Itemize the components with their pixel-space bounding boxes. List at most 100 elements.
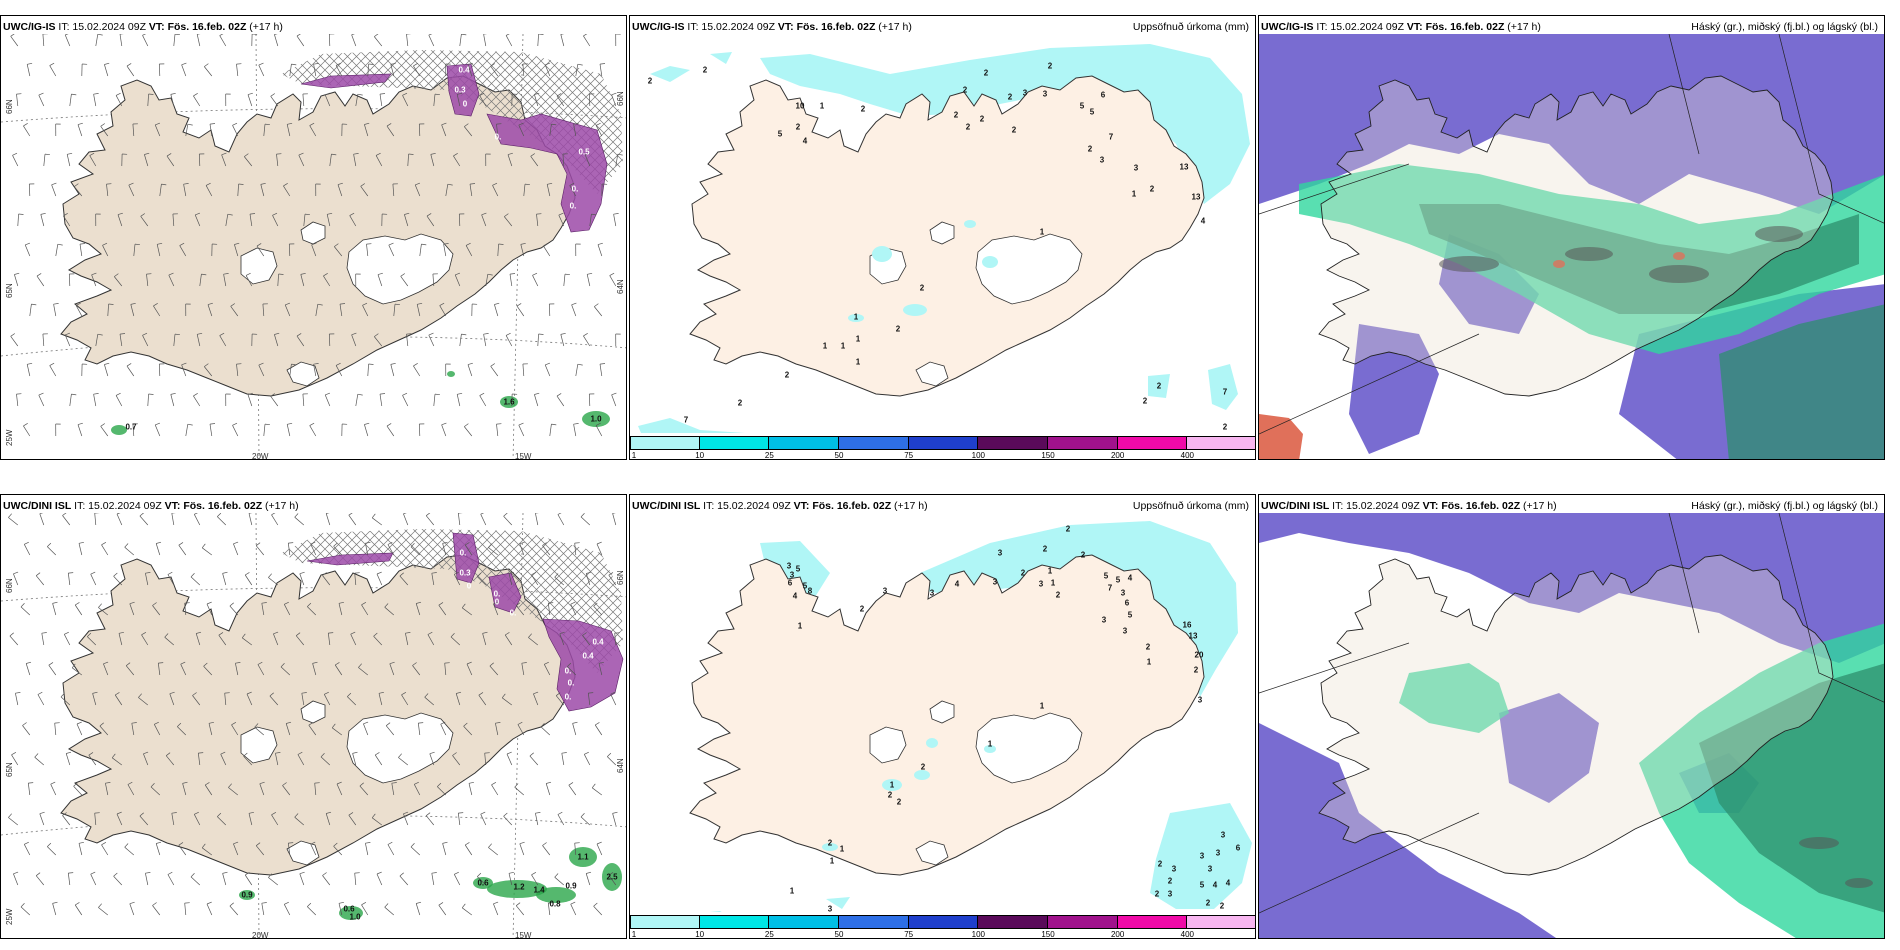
wind-barb [256, 243, 265, 257]
colorbar-swatch [908, 915, 979, 929]
wind-barb [139, 513, 149, 526]
wind-barb [23, 123, 31, 137]
map-value-label: 0.4 [582, 651, 594, 661]
wind-barb [74, 602, 83, 616]
wind-barb [52, 601, 58, 616]
wind-barb [547, 902, 554, 916]
map-value-label: 1 [829, 856, 835, 866]
wind-icing-map: 66N 65N 25W 66N 64N 20W 15W 0. 0.3 0 0. 0 0. 0… [1, 513, 626, 939]
precip-area [920, 521, 1238, 697]
wind-barb [536, 213, 542, 227]
panel-cloud-dini: UWC/DINI ISL IT: 15.02.2024 09Z VT: Fös.… [1258, 494, 1885, 939]
wind-barb [495, 722, 501, 736]
wind-barb [601, 183, 608, 197]
wind-barb [597, 242, 603, 257]
map-base [1, 513, 626, 938]
precip-area [822, 843, 838, 851]
map-value-label: 2 [979, 114, 985, 124]
map-value-label: 0 [462, 99, 468, 109]
init-time: IT: 15.02.2024 09Z [74, 500, 162, 512]
map-value-label: 13 [1188, 631, 1198, 641]
wind-barb [549, 123, 557, 137]
precip-area [1148, 374, 1170, 398]
wind-barb [184, 602, 190, 616]
panel-header: UWC/IG-IS IT: 15.02.2024 09Z VT: Fös. 16… [3, 21, 620, 33]
wind-barb [171, 812, 177, 826]
ice-cap [286, 361, 320, 387]
wind-barb [496, 123, 502, 137]
wind-barb [196, 332, 203, 347]
precip-colorbar: 1 10 25 50 75 100 150 200 400 [630, 433, 1255, 459]
map-value-label: 0 [494, 597, 500, 607]
lon-label: 20W [252, 931, 269, 939]
wind-barb [132, 423, 138, 437]
wind-barb [313, 363, 319, 377]
map-value-label: 0.6 [477, 878, 489, 888]
wind-barb [482, 631, 488, 646]
map-value-label: 3 [1042, 89, 1048, 99]
map-value-label: 4 [1200, 216, 1206, 226]
wind-barb [88, 752, 97, 766]
map-value-label: 5 [802, 581, 808, 591]
wind-barb [225, 393, 231, 407]
wind-barb [585, 871, 592, 886]
ice-cap [240, 726, 278, 764]
wind-barb [563, 273, 570, 287]
wind-barb [391, 782, 397, 796]
map-value-label: 3 [1207, 864, 1213, 874]
wind-barb [117, 212, 123, 227]
wind-barb [115, 92, 123, 107]
colorbar-tick: 25 [764, 930, 774, 939]
cloud-layers [1259, 34, 1884, 459]
lat-label: 66N [616, 570, 625, 585]
wind-barb [64, 332, 71, 347]
lat-label: 64N [616, 279, 625, 294]
wind-barb [556, 393, 565, 407]
wind-barb [47, 842, 57, 856]
wind-barb [130, 302, 136, 317]
wind-barb [610, 691, 617, 706]
wind-barb [201, 843, 213, 856]
wind-barb [47, 542, 57, 556]
wind-barb [218, 632, 227, 646]
map-value-label: 7 [1107, 583, 1113, 593]
wind-barb [560, 34, 565, 47]
wind-barb [90, 871, 97, 886]
precip-area [826, 897, 850, 909]
wind-barb [503, 812, 513, 826]
map-value-label: 2 [919, 283, 925, 293]
wind-barb [205, 182, 213, 197]
wind-barb [585, 571, 592, 586]
wind-barb [418, 423, 425, 437]
wind-barb [154, 422, 161, 437]
wind-barb [388, 242, 395, 257]
map-value-label: 5 [777, 129, 783, 139]
wind-barb [231, 721, 239, 736]
wind-barb [511, 93, 518, 107]
wind-barb [365, 842, 371, 856]
wind-barb [599, 363, 606, 377]
wind-barb [374, 34, 383, 47]
map-value-label: 4 [1127, 573, 1133, 583]
lat-label: 66N [5, 578, 14, 593]
colorbar-swatch [1048, 436, 1118, 450]
map-value-label: 1 [789, 886, 795, 896]
wind-barb [262, 303, 268, 317]
wind-barb [489, 662, 499, 676]
valid-time: VT: Fös. 16.feb. 02Z [793, 500, 892, 512]
wind-barb [614, 632, 620, 646]
map-value-label: 3 [882, 586, 888, 596]
wind-barb [269, 692, 279, 706]
wind-barb [140, 213, 149, 227]
map-value-label: 3 [1133, 163, 1139, 173]
wind-barb [337, 182, 343, 197]
wind-barb [16, 393, 22, 407]
wind-barb [402, 92, 409, 107]
wind-barb [569, 182, 577, 197]
wind-barb [37, 691, 45, 706]
map-value-label: 0.8 [549, 899, 561, 909]
valid-time: VT: Fös. 16.feb. 02Z [148, 21, 247, 33]
wind-barb [192, 692, 201, 706]
wind-barb [39, 811, 45, 826]
iceland [689, 75, 1205, 397]
